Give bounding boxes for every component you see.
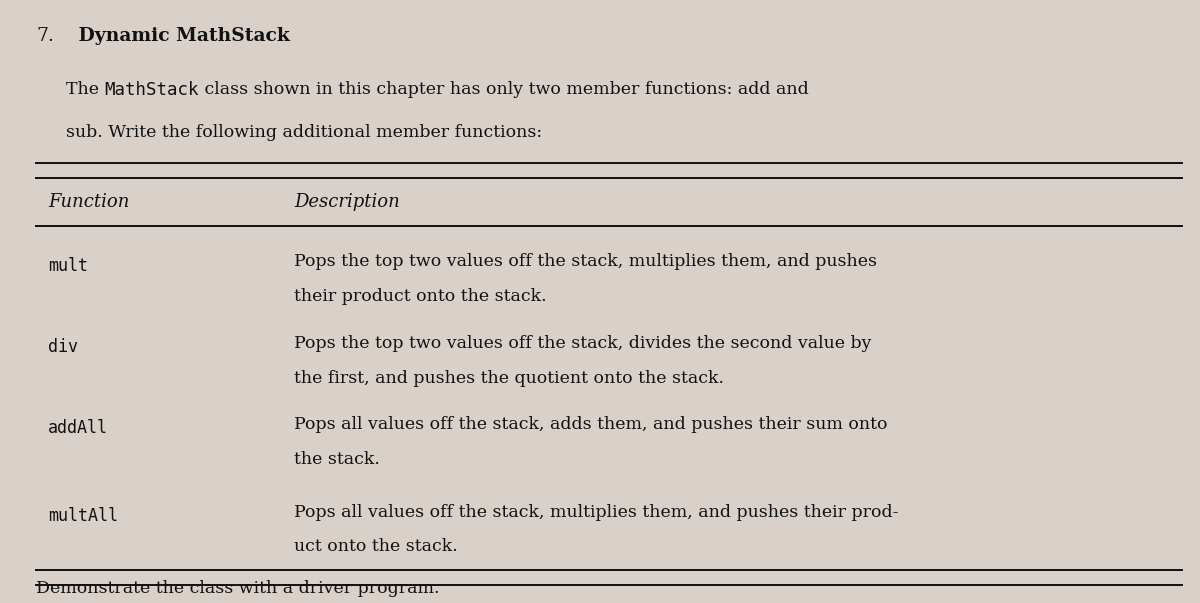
Text: Pops the top two values off the stack, divides the second value by: Pops the top two values off the stack, d…	[294, 335, 871, 352]
Text: MathStack: MathStack	[104, 81, 199, 99]
Text: multAll: multAll	[48, 507, 118, 525]
Text: Function: Function	[48, 193, 130, 211]
Text: Dynamic MathStack: Dynamic MathStack	[72, 27, 290, 45]
Text: Pops the top two values off the stack, multiplies them, and pushes: Pops the top two values off the stack, m…	[294, 253, 877, 270]
Text: Demonstrate the class with a driver program.: Demonstrate the class with a driver prog…	[36, 580, 439, 597]
Text: mult: mult	[48, 256, 88, 274]
Text: sub. Write the following additional member functions:: sub. Write the following additional memb…	[66, 124, 542, 140]
Text: Pops all values off the stack, multiplies them, and pushes their prod-: Pops all values off the stack, multiplie…	[294, 504, 899, 520]
Text: the first, and pushes the quotient onto the stack.: the first, and pushes the quotient onto …	[294, 370, 724, 387]
Text: div: div	[48, 338, 78, 356]
Text: the stack.: the stack.	[294, 451, 380, 468]
Text: Pops all values off the stack, adds them, and pushes their sum onto: Pops all values off the stack, adds them…	[294, 416, 888, 433]
Text: addAll: addAll	[48, 419, 108, 437]
Text: class shown in this chapter has only two member functions: add and: class shown in this chapter has only two…	[199, 81, 809, 98]
Text: Description: Description	[294, 193, 400, 211]
Text: uct onto the stack.: uct onto the stack.	[294, 538, 457, 555]
Text: their product onto the stack.: their product onto the stack.	[294, 288, 547, 305]
Text: 7.: 7.	[36, 27, 54, 45]
Text: The: The	[66, 81, 104, 98]
